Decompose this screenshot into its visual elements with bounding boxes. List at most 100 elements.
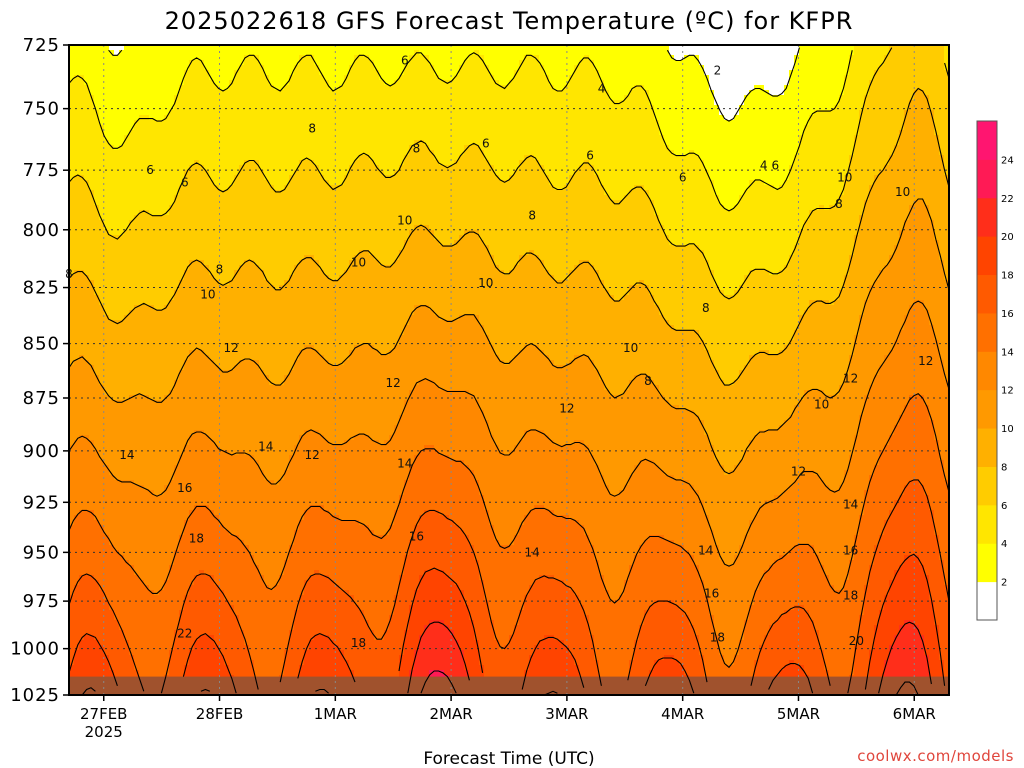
field-cell [254, 120, 260, 126]
field-cell [159, 295, 165, 301]
field-cell [159, 485, 165, 491]
field-cell [129, 250, 135, 256]
field-cell [104, 65, 110, 71]
field-cell [214, 255, 220, 261]
field-cell [204, 75, 210, 81]
field-cell [209, 420, 215, 426]
field-cell [119, 365, 125, 371]
field-cell [134, 430, 140, 436]
field-cell [209, 595, 215, 601]
field-cell [169, 355, 175, 361]
field-cell [104, 375, 110, 381]
field-cell [84, 580, 90, 586]
field-cell [84, 375, 90, 381]
field-cell [144, 80, 150, 86]
field-cell [249, 90, 255, 96]
field-cell [204, 410, 210, 416]
field-cell [84, 545, 90, 551]
field-cell [139, 520, 145, 526]
field-cell [149, 475, 155, 481]
field-cell [159, 525, 165, 531]
field-cell [189, 545, 195, 551]
field-cell [149, 130, 155, 136]
field-cell [129, 90, 135, 96]
field-cell [124, 480, 130, 486]
field-cell [244, 130, 250, 136]
field-cell [104, 75, 110, 81]
field-cell [249, 490, 255, 496]
field-cell [169, 265, 175, 271]
field-cell [214, 410, 220, 416]
field-cell [174, 520, 180, 526]
field-cell [79, 410, 85, 416]
field-cell [259, 290, 265, 296]
field-cell [259, 220, 265, 226]
field-cell [89, 565, 95, 571]
field-cell [194, 610, 200, 616]
field-cell [144, 215, 150, 221]
field-cell [199, 585, 205, 591]
field-cell [169, 455, 175, 461]
field-cell [129, 290, 135, 296]
field-cell [199, 665, 205, 671]
field-cell [84, 340, 90, 346]
field-cell [134, 465, 140, 471]
field-cell [144, 270, 150, 276]
field-cell [114, 495, 120, 501]
field-cell [159, 105, 165, 111]
field-cell [239, 135, 245, 141]
field-cell [234, 365, 240, 371]
field-cell [189, 130, 195, 136]
field-cell [199, 105, 205, 111]
field-cell [194, 445, 200, 451]
field-cell [254, 505, 260, 511]
field-cell [104, 300, 110, 306]
field-cell [159, 280, 165, 286]
field-cell [144, 295, 150, 301]
field-cell [184, 375, 190, 381]
field-cell [174, 275, 180, 281]
temperature-field [69, 45, 949, 695]
field-cell [164, 625, 170, 631]
field-cell [154, 650, 160, 656]
field-cell [229, 625, 235, 631]
field-cell [144, 370, 150, 376]
field-cell [149, 250, 155, 256]
field-cell [139, 610, 145, 616]
field-cell [109, 185, 115, 191]
field-cell [239, 645, 245, 651]
field-cell [149, 560, 155, 566]
field-cell [124, 80, 130, 86]
field-cell [164, 270, 170, 276]
field-cell [204, 415, 210, 421]
field-cell [224, 625, 230, 631]
field-cell [244, 430, 250, 436]
field-cell [254, 100, 260, 106]
field-cell [229, 70, 235, 76]
field-cell [204, 95, 210, 101]
field-cell [114, 465, 120, 471]
field-cell [129, 330, 135, 336]
field-cell [164, 385, 170, 391]
field-cell [174, 75, 180, 81]
field-cell [139, 100, 145, 106]
field-cell [129, 370, 135, 376]
field-cell [204, 480, 210, 486]
field-cell [259, 265, 265, 271]
field-cell [259, 275, 265, 281]
field-cell [109, 105, 115, 111]
field-cell [109, 565, 115, 571]
field-cell [199, 625, 205, 631]
field-cell [139, 245, 145, 251]
field-cell [104, 250, 110, 256]
field-cell [114, 180, 120, 186]
field-cell [169, 230, 175, 236]
field-cell [189, 390, 195, 396]
field-cell [164, 265, 170, 271]
field-cell [194, 605, 200, 611]
field-cell [79, 110, 85, 116]
field-cell [114, 585, 120, 591]
field-cell [104, 645, 110, 651]
field-cell [234, 650, 240, 656]
field-cell [209, 380, 215, 386]
